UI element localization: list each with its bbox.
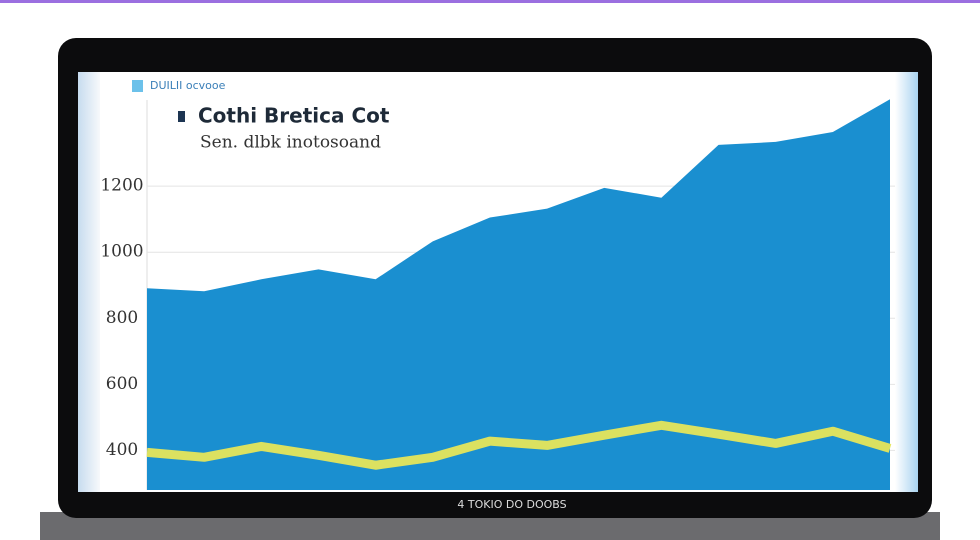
top-label: DUILII ocvooe [150, 79, 226, 92]
side-panel [78, 72, 100, 492]
area [147, 99, 890, 490]
y-tick-label: 400 [106, 440, 138, 460]
plot: 400 600 800 1000 1200 [100, 99, 895, 490]
title-icon [178, 111, 185, 122]
line [146, 420, 892, 470]
app-icon [132, 80, 143, 92]
y-tick-label: 1200 [100, 176, 143, 196]
y-tick-label: 800 [106, 308, 138, 328]
brand-label: 4 TOKIO DO DOOBS [457, 498, 566, 511]
chart-title: Cothi Bretica Cot [198, 104, 390, 128]
top-border [0, 0, 980, 3]
screen-edge [895, 72, 918, 492]
y-tick-label: 1000 [100, 242, 143, 262]
y-tick-label: 600 [106, 374, 138, 394]
chart-subtitle: Sen. dlbk inotosoand [200, 133, 381, 153]
